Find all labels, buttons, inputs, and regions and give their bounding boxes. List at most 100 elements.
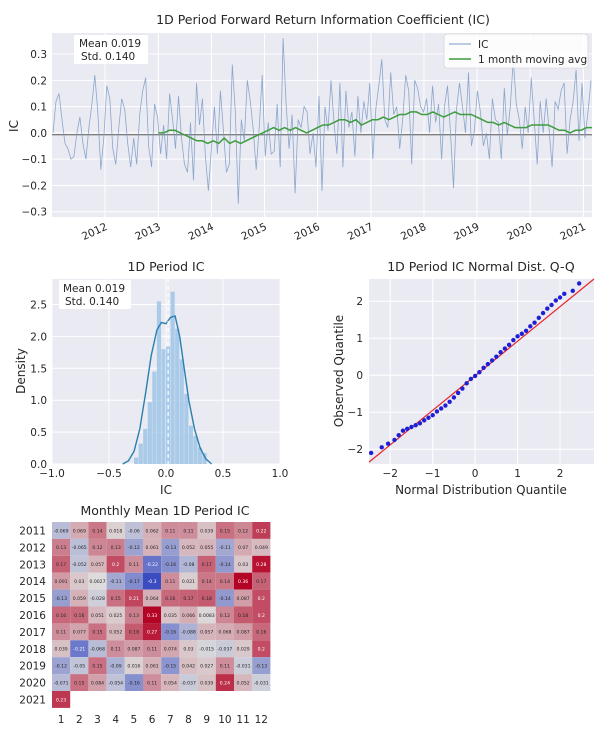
heatmap-cell-value: -0.037 (181, 680, 196, 686)
heatmap-cell-value: 0.2 (258, 596, 265, 602)
normal-fit-line (368, 278, 595, 463)
x-tick-label: −0.5 (96, 468, 122, 480)
heatmap-cell (88, 657, 107, 675)
row-label: 2015 (19, 593, 46, 605)
column-label: 8 (185, 714, 192, 726)
qq-point (430, 412, 435, 418)
heatmap-cell-value: -0.052 (72, 562, 87, 568)
heatmap-cell (70, 674, 89, 691)
heatmap-cell-value: 0.14 (92, 528, 102, 534)
heatmap-cell-value: 0.17 (56, 562, 66, 568)
heatmap-cell (124, 589, 143, 607)
x-tick-label: 2018 (399, 221, 428, 243)
stats-mean: Mean 0.019 (63, 283, 125, 295)
heatmap-cell-value: -0.13 (164, 545, 176, 551)
heatmap-cell (143, 640, 162, 658)
heatmap-cell (70, 589, 89, 607)
y-tick-label: −0.3 (22, 207, 48, 219)
heatmap-cell (215, 522, 234, 539)
heatmap-cell-value: -0.031 (254, 680, 269, 686)
heatmap-cell-value: 0.074 (164, 647, 177, 653)
heatmap-cell (252, 623, 271, 641)
qq-point (426, 415, 431, 420)
x-tick-label: 2015 (240, 221, 269, 243)
histogram-bar (193, 435, 198, 464)
heatmap-cell (234, 555, 253, 573)
column-label: 2 (76, 714, 83, 726)
heatmap-cell (161, 657, 180, 675)
legend: IC 1 month moving avg (443, 33, 589, 69)
heatmap-cell (252, 657, 271, 675)
heatmap-cell-value: 0.16 (56, 613, 66, 619)
heatmap-cell (106, 589, 125, 607)
heatmap-cell (252, 572, 271, 590)
heatmap-cell-value: 0.23 (56, 697, 66, 703)
heatmap-cell-value: 0.11 (165, 528, 175, 534)
chart-title: 1D Period IC Normal Dist. Q-Q (387, 259, 575, 274)
heatmap-cell-value: 0.16 (74, 613, 84, 619)
x-tick-label: 2016 (293, 221, 323, 243)
heatmap-cell (252, 522, 271, 539)
heatmap-cell-value: 0.069 (73, 528, 86, 534)
heatmap-cell-value: 0.18 (238, 613, 248, 619)
heatmap-cell (197, 555, 216, 573)
heatmap-cell-value: 0.066 (182, 613, 195, 619)
heatmap-cell-value: 0.21 (129, 596, 139, 602)
heatmap-cell-value: 0.064 (146, 596, 159, 602)
qq-point (396, 432, 401, 438)
heatmap-cell-value: 0.16 (256, 630, 266, 636)
heatmap-cell (179, 674, 198, 691)
x-tick-label: −2 (382, 468, 397, 480)
qq-point (528, 324, 533, 329)
heatmap-cell (179, 522, 198, 539)
heatmap-cell-value: 0.12 (92, 545, 102, 551)
x-tick-label: 1 (514, 468, 521, 480)
heatmap-cell-value: 0.062 (146, 528, 159, 534)
heatmap-cell-value: 0.054 (164, 680, 177, 686)
heatmap-cell-value: 0.22 (256, 528, 266, 534)
heatmap-cell-value: -0.031 (236, 663, 251, 669)
column-label: 10 (218, 714, 231, 726)
chart-title: 1D Period IC (128, 259, 205, 274)
heatmap-cell-value: 0.13 (129, 613, 139, 619)
heatmap-cell (161, 623, 180, 641)
heatmap-cell (70, 640, 89, 658)
histogram-bar (156, 301, 162, 464)
qq-point (502, 346, 508, 351)
heatmap-cell (124, 623, 143, 641)
y-tick-labels: −2 −1 0 1 2 (348, 296, 363, 456)
histogram-bar (179, 359, 184, 464)
heatmap-cell-value: -0.05 (73, 663, 85, 669)
heatmap-cell-value: -0.037 (217, 647, 232, 653)
heatmap-cell-value: 0.11 (147, 647, 157, 653)
x-tick-label: 0 (472, 468, 479, 480)
heatmap-cell (88, 538, 107, 556)
heatmap-cell-value: 0.03 (238, 562, 248, 568)
heatmap-cell (88, 589, 107, 607)
heatmap-cell-value: -0.09 (110, 663, 122, 669)
histogram-bar (152, 371, 157, 464)
qq-point (511, 337, 516, 343)
heatmap-cell-value: -0.068 (90, 647, 105, 653)
heatmap-cell-value: -0.065 (72, 545, 87, 551)
heatmap-cell-value: -0.06 (128, 528, 140, 534)
heatmap-cell (215, 640, 234, 658)
heatmap-cell-value: -0.14 (219, 596, 231, 602)
qq-point (400, 428, 406, 433)
heatmap-cell (197, 538, 216, 556)
heatmap-cell-value: -0.08 (183, 562, 195, 568)
heatmap-cell-value: -0.11 (219, 545, 231, 551)
heatmap-cell (252, 674, 271, 691)
heatmap-cell (52, 572, 71, 590)
heatmap-cell-value: 0.027 (200, 663, 213, 669)
x-tick-label: 2020 (505, 221, 534, 243)
monthly-heatmap-chart: Monthly Mean 1D Period IC -0.069 0.069 0.1… (19, 503, 271, 726)
heatmap-cell (234, 589, 253, 607)
heatmap-cell (88, 572, 107, 590)
qq-point (481, 365, 486, 370)
heatmap-cell (70, 623, 89, 641)
heatmap-cell (124, 522, 143, 539)
qq-point (576, 281, 582, 286)
heatmap-cell (143, 538, 162, 556)
heatmap-cell-value: 0.36 (238, 579, 248, 585)
